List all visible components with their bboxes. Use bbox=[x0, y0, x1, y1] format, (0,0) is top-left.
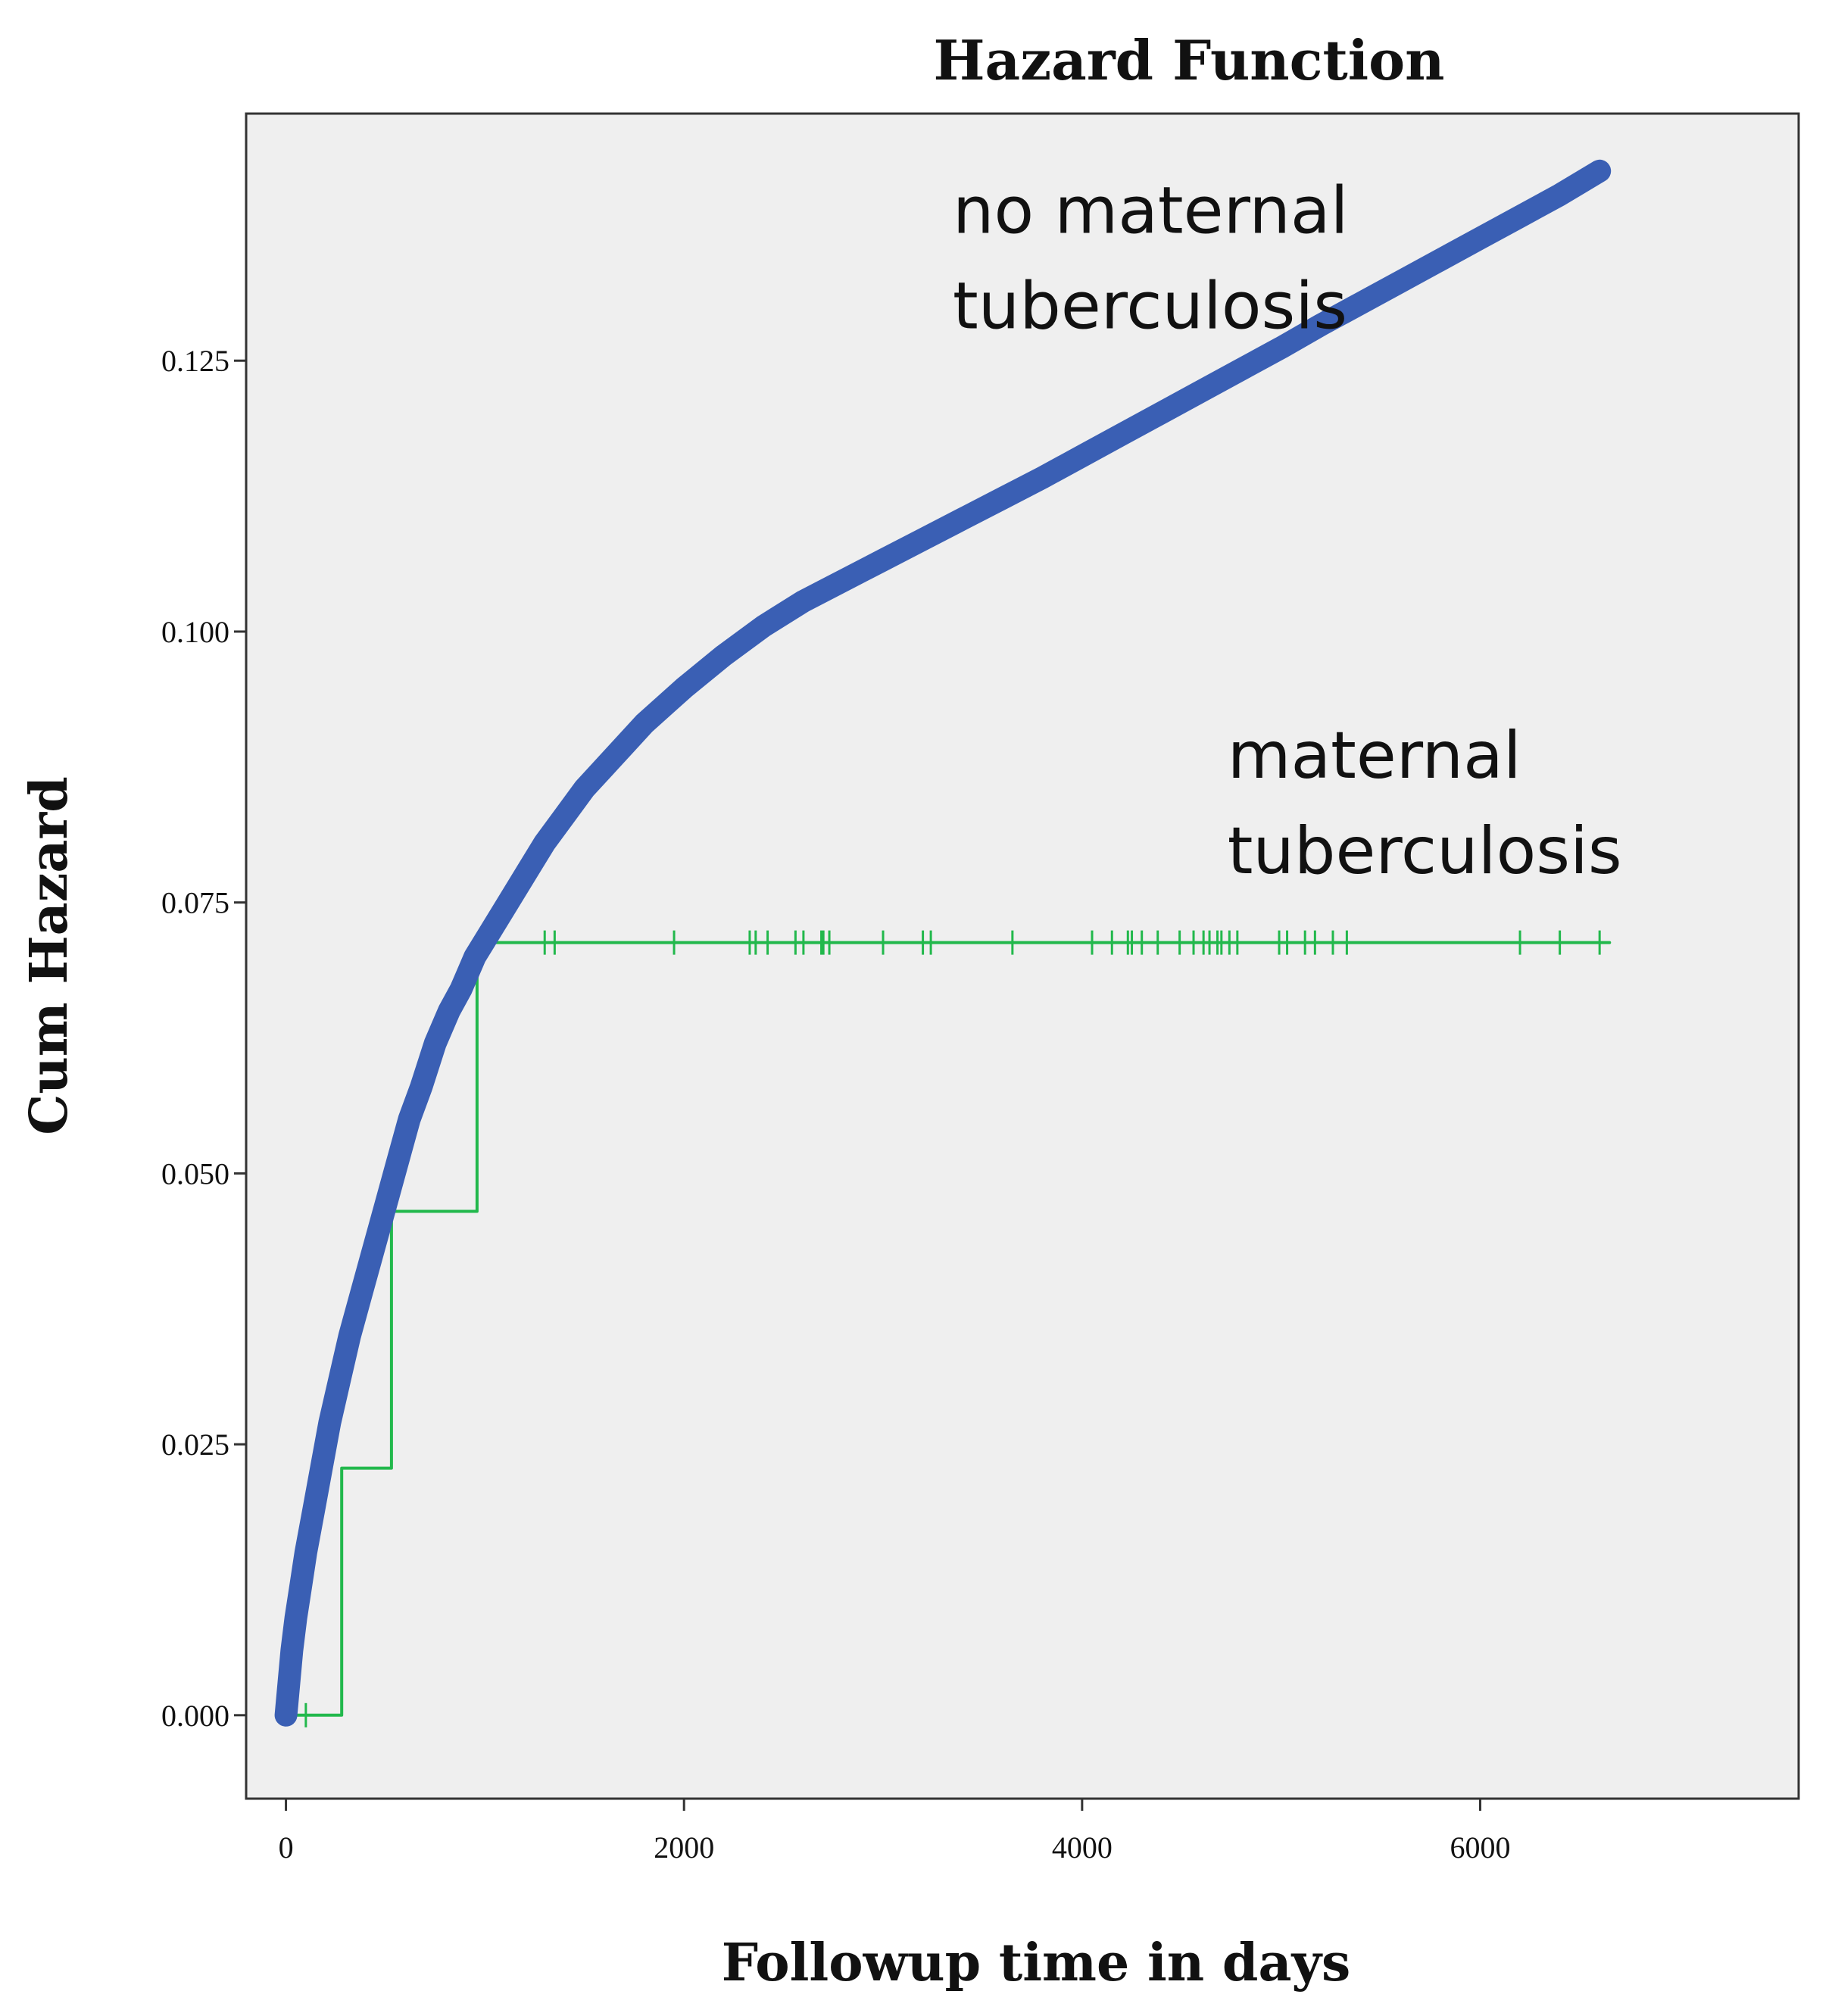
y-axis: 0.000 0.025 0.050 0.075 0.100 0.125 bbox=[161, 344, 246, 1733]
y-tick-label: 0.125 bbox=[161, 344, 229, 378]
series-layer bbox=[274, 159, 1612, 1727]
series-line-no-maternal-tuberculosis bbox=[274, 159, 1612, 1727]
y-tick-label: 0.025 bbox=[161, 1428, 229, 1462]
x-tick-label: 2000 bbox=[654, 1830, 714, 1865]
annotations: no maternal tuberculosis maternal tuberculo… bbox=[953, 173, 1622, 889]
annotation-no-maternal-tuberculosis: tuberculosis bbox=[953, 268, 1347, 344]
chart-title: Hazard Function bbox=[934, 28, 1445, 92]
annotation-no-maternal-tuberculosis: no maternal bbox=[953, 173, 1349, 248]
x-tick-label: 0 bbox=[279, 1830, 294, 1865]
y-tick-label: 0.100 bbox=[161, 615, 229, 649]
censor-marks bbox=[304, 930, 1601, 1727]
y-tick-label: 0.075 bbox=[161, 886, 229, 920]
x-tick-label: 4000 bbox=[1052, 1830, 1113, 1865]
x-axis: 0 2000 4000 6000 bbox=[279, 1799, 1510, 1865]
y-tick-label: 0.000 bbox=[161, 1699, 229, 1733]
series-line-maternal-tuberculosis bbox=[284, 941, 1612, 1717]
plot-area bbox=[245, 112, 1800, 1800]
y-axis-title: Cum Hazard bbox=[19, 776, 80, 1135]
x-tick-label: 6000 bbox=[1450, 1830, 1510, 1865]
y-tick-label: 0.050 bbox=[161, 1156, 229, 1191]
annotation-maternal-tuberculosis: tuberculosis bbox=[1228, 813, 1622, 889]
x-axis-title: Followup time in days bbox=[722, 1933, 1351, 1993]
annotation-maternal-tuberculosis: maternal bbox=[1228, 718, 1521, 794]
